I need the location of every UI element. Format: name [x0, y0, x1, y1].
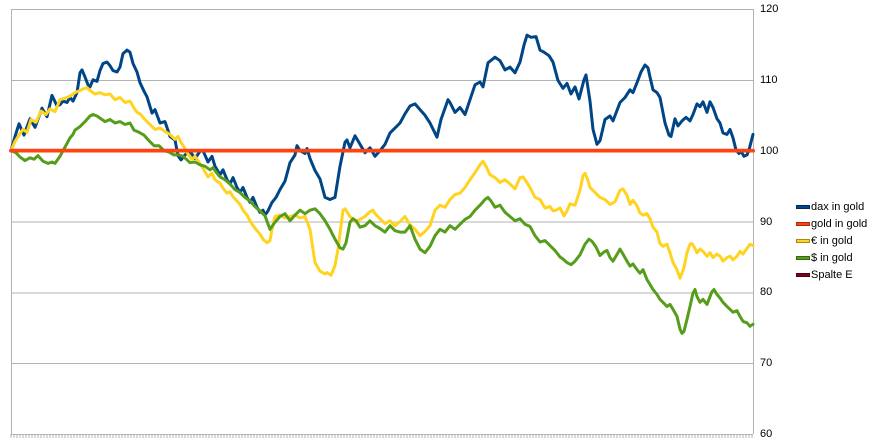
y-axis-label-90: 90	[760, 215, 773, 228]
legend-item-gold-in-gold: gold in gold	[796, 215, 867, 232]
legend-swatch-icon	[796, 221, 810, 226]
legend-swatch-icon	[796, 204, 810, 209]
legend-swatch-icon	[796, 238, 810, 243]
legend-item-spalte-e: Spalte E	[796, 266, 867, 283]
series-line-dax-in-gold	[9, 33, 755, 217]
legend-label: Spalte E	[811, 268, 853, 281]
series-line--in-gold	[9, 113, 755, 335]
y-axis-label-100: 100	[760, 144, 779, 157]
legend-label: gold in gold	[811, 217, 868, 230]
legend-label: $ in gold	[811, 251, 853, 264]
legend: dax in gold gold in gold € in gold $ in gol…	[796, 198, 867, 283]
y-axis-label-120: 120	[760, 3, 779, 15]
legend-swatch-icon	[796, 255, 810, 260]
y-axis-label-80: 80	[760, 286, 773, 299]
legend-swatch-icon	[796, 272, 810, 277]
legend-label: dax in gold	[811, 200, 865, 213]
legend-label: € in gold	[811, 234, 853, 247]
series-line--in-gold	[9, 86, 755, 280]
y-axis-label-60: 60	[760, 428, 773, 440]
y-axis-label-110: 110	[760, 73, 778, 86]
legend-item--in-gold: € in gold	[796, 232, 867, 249]
legend-item--in-gold: $ in gold	[796, 249, 867, 266]
y-axis-label-70: 70	[760, 357, 773, 370]
x-axis-minor-ticks	[10, 434, 753, 438]
legend-item-dax-in-gold: dax in gold	[796, 198, 867, 215]
